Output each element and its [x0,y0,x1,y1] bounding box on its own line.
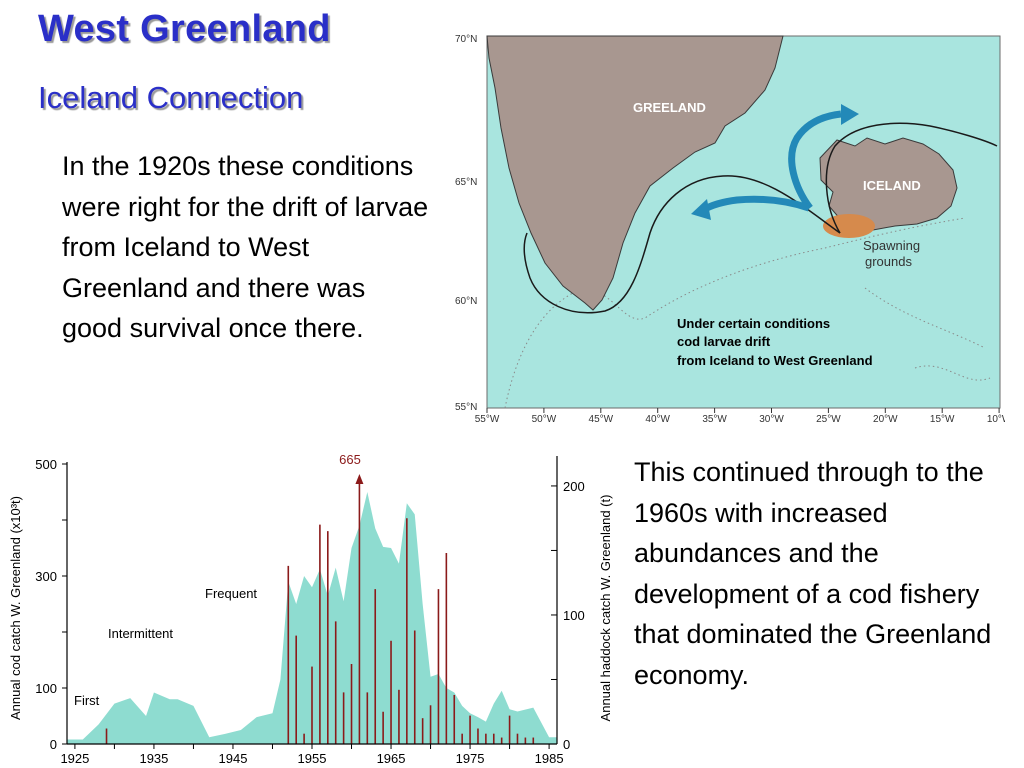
x-tick-label: 1925 [60,751,89,766]
iceland-label: ICELAND [863,178,921,193]
irminger-current-path [825,122,998,234]
longitude-label: 35°W [702,414,727,425]
left-tick-label: 300 [35,569,57,584]
annotation-intermittent: Intermittent [108,626,173,641]
latitude-labels: 70°N 65°N 60°N 55°N [455,34,477,413]
longitude-label: 50°W [532,414,557,425]
longitude-label: 55°W [475,414,500,425]
right-tick-label: 200 [563,479,585,494]
x-tick-label: 1945 [219,751,248,766]
peak-label: 665 [339,452,361,467]
longitude-label: 10°W [987,414,1005,425]
left-paragraph: In the 1920s these conditions were right… [62,151,429,343]
latitude-label: 65°N [455,177,477,188]
blue-current-arrow [701,195,811,214]
left-tick-label: 0 [50,737,57,752]
longitude-labels: 55°W 50°W 45°W 40°W 35°W 30°W 25°W 20°W 15°W 10°W [475,408,1005,425]
right-axis-label: Annual haddock catch W. Greenland (t) [598,495,613,722]
longitude-label: 40°W [645,414,670,425]
left-tick-label: 100 [35,681,57,696]
longitude-label: 15°W [930,414,955,425]
blue-current-arrow [788,110,842,211]
right-tick-label: 0 [563,737,570,752]
drift-map: GREELAND ICELAND Spawning grounds Under … [455,34,1005,425]
depth-contour [914,365,991,381]
spawning-label: grounds [865,254,912,269]
map-caption: cod larvae drift [677,334,771,349]
haddock-peak-arrow [355,474,364,484]
x-tick-label: 1985 [535,751,564,766]
spawning-label: Spawning [863,238,920,253]
x-tick-label: 1975 [456,751,485,766]
greenland-landmass [486,35,784,311]
longitude-label: 30°W [759,414,784,425]
iceland-landmass [819,137,958,231]
left-axis-label: Annual cod catch W. Greenland (x10³t) [8,496,23,720]
x-tick-label: 1955 [298,751,327,766]
x-tick-label: 1935 [139,751,168,766]
latitude-label: 70°N [455,34,477,45]
depth-contour [864,287,986,349]
cod-catch-area [67,492,557,744]
latitude-label: 55°N [455,402,477,413]
right-paragraph: This continued through to the 1960s with… [634,457,992,690]
annotation-first: First [74,693,100,708]
longitude-label: 25°W [816,414,841,425]
annotation-frequent: Frequent [205,586,257,601]
longitude-label: 45°W [589,414,614,425]
larvae-drift-path [523,175,841,314]
right-tick-label: 100 [563,608,585,623]
longitude-label: 20°W [873,414,898,425]
left-tick-label: 500 [35,457,57,472]
spawning-area [823,214,875,238]
map-caption: from Iceland to West Greenland [677,353,873,368]
page-subtitle: Iceland Connection [38,80,304,115]
x-tick-label: 1965 [377,751,406,766]
map-caption: Under certain conditions [677,316,830,331]
page-title: West Greenland [38,8,331,50]
latitude-label: 60°N [455,296,477,307]
greenland-label: GREELAND [633,100,706,115]
